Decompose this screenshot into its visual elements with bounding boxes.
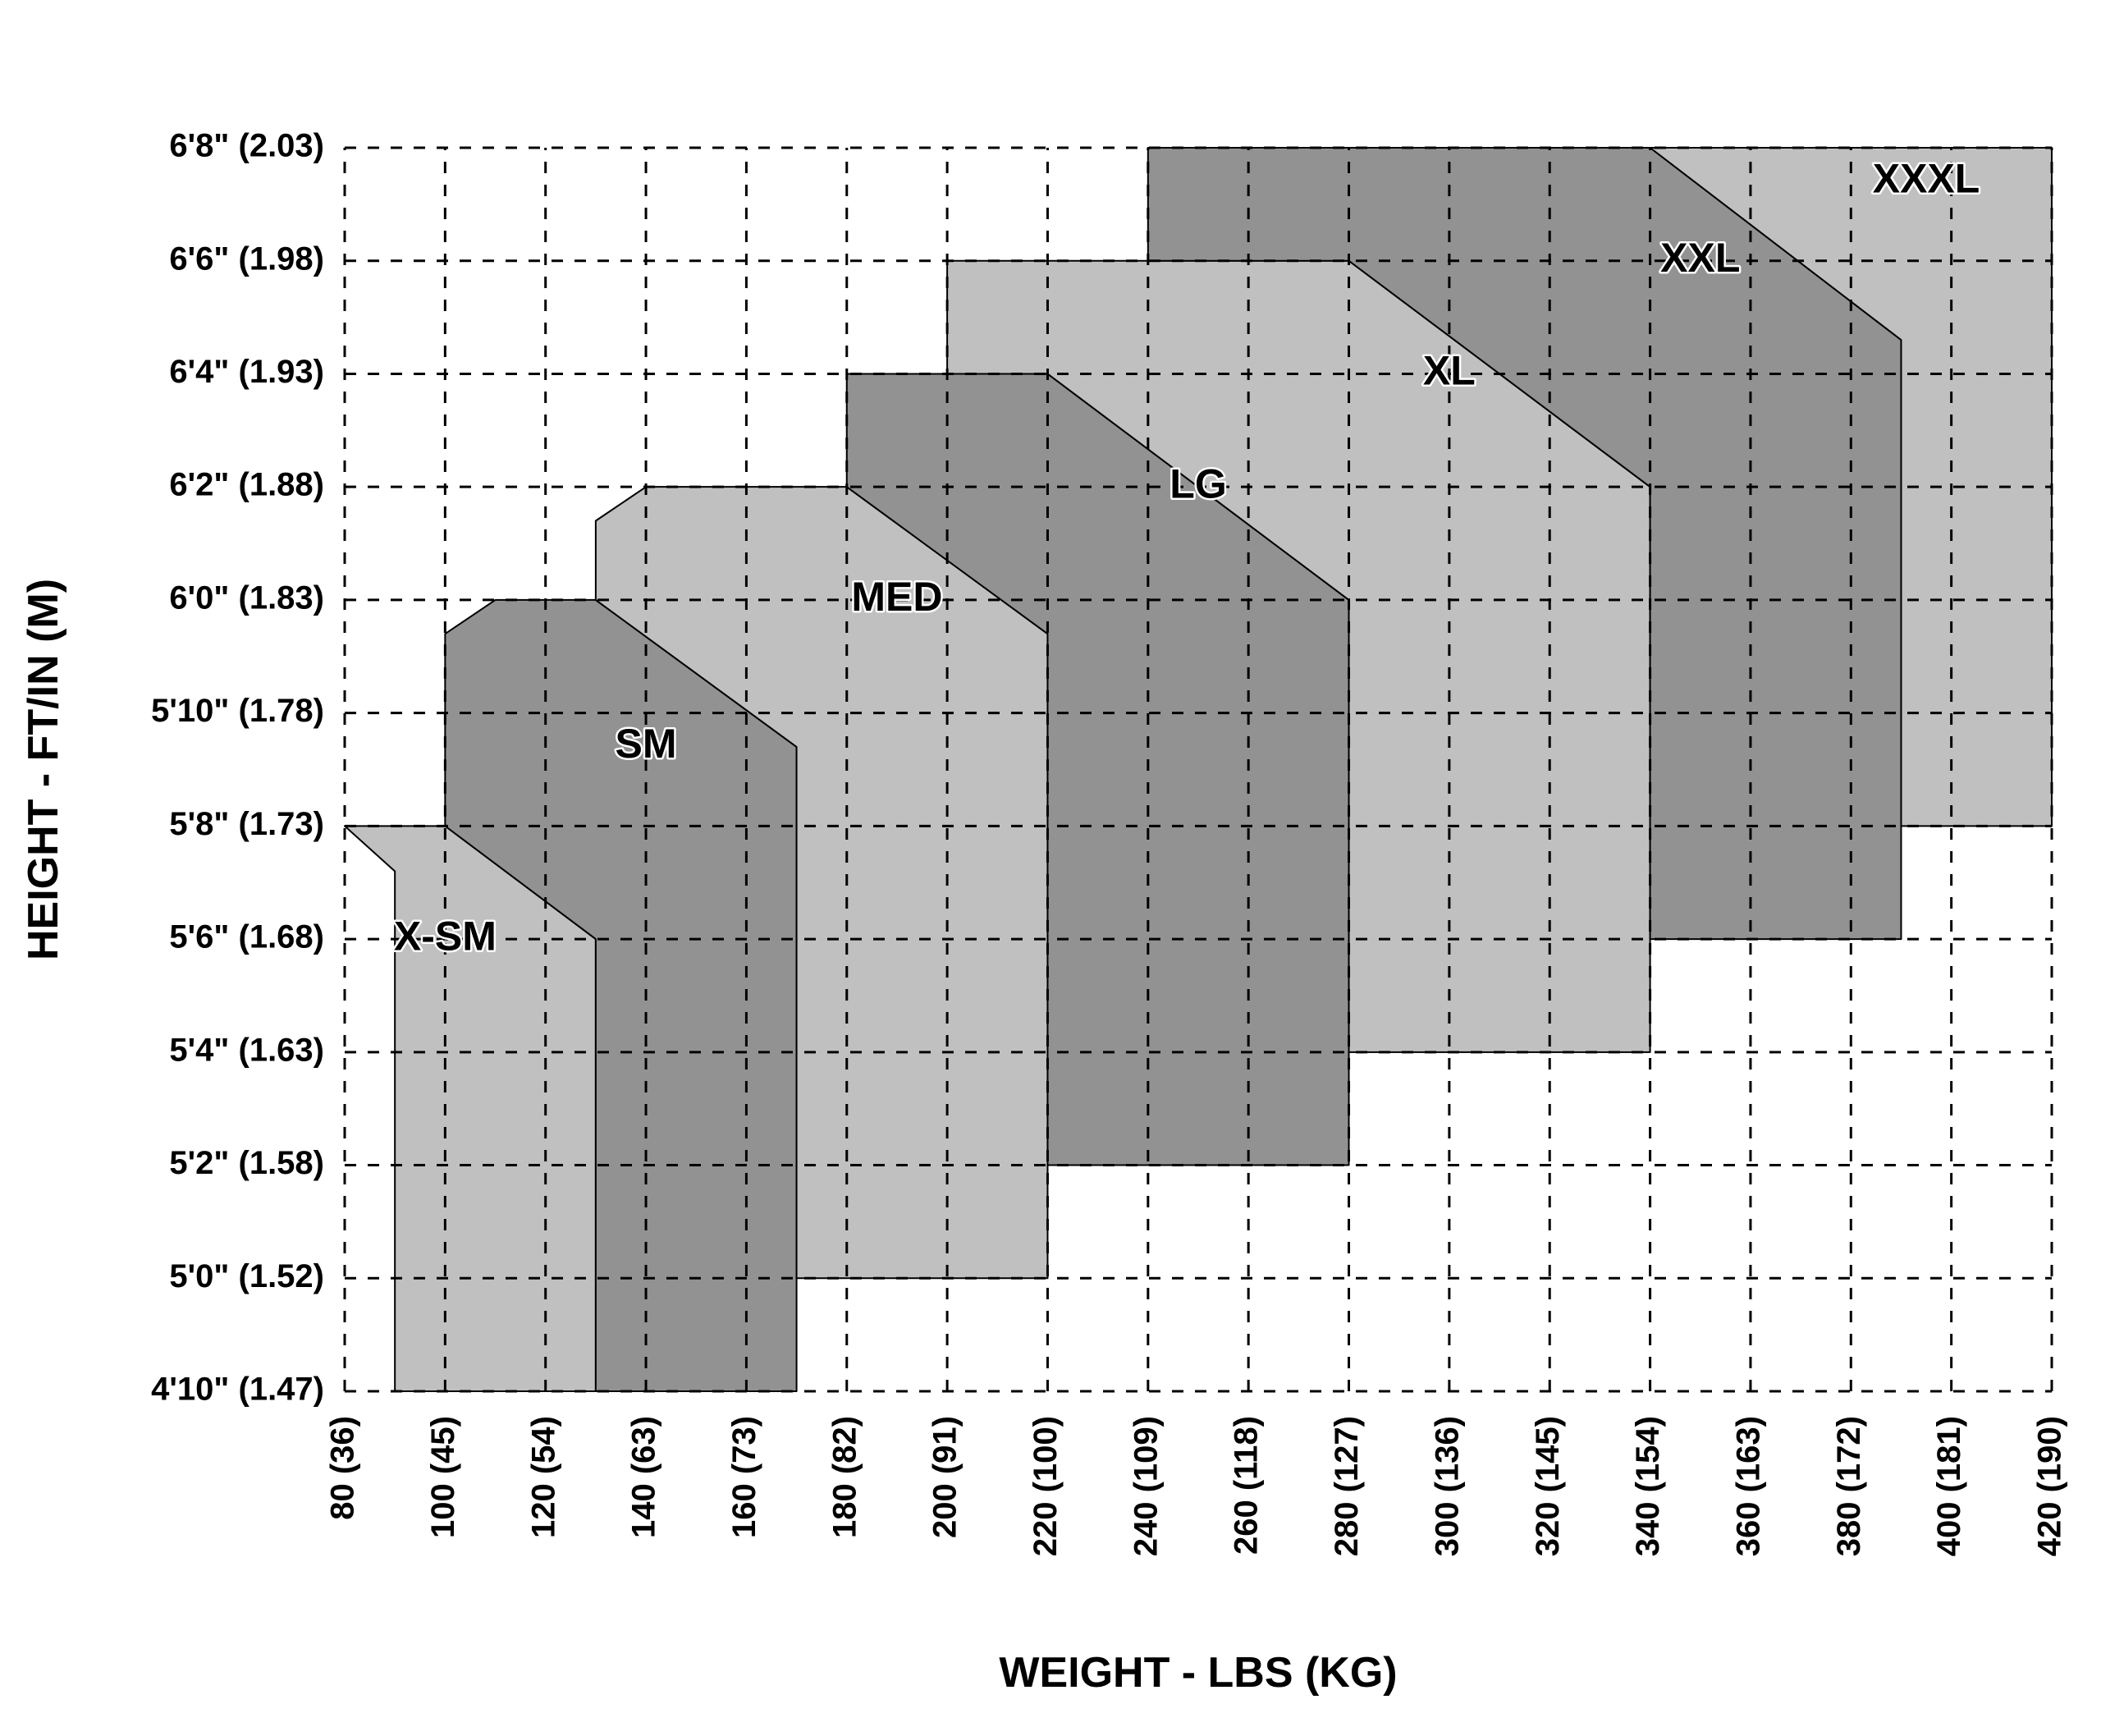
y-axis-title: HEIGHT - FT/IN (M) xyxy=(20,579,67,960)
x-tick-label: 180 (82) xyxy=(826,1416,863,1538)
x-tick-label: 140 (63) xyxy=(626,1416,662,1538)
x-tick-label: 100 (45) xyxy=(425,1416,461,1538)
zone-label-x-sm: X-SM xyxy=(394,913,497,959)
zone-label-xxxl: XXXL xyxy=(1873,156,1980,202)
x-tick-label: 80 (36) xyxy=(325,1416,361,1520)
y-tick-label: 5'0" (1.52) xyxy=(169,1258,324,1294)
size-chart-svg: 4'10" (1.47) 5'0" (1.52) 5'2" (1.58) 5'4" (… xyxy=(0,0,2101,1736)
y-tick-label: 6'8" (2.03) xyxy=(169,128,324,164)
x-tick-label: 380 (172) xyxy=(1831,1416,1867,1556)
x-tick-label: 200 (91) xyxy=(927,1416,964,1538)
x-tick-label: 420 (190) xyxy=(2032,1416,2068,1556)
zone-label-xxl: XXL xyxy=(1660,235,1740,281)
y-tick-label: 6'6" (1.98) xyxy=(169,240,324,277)
x-tick-label: 160 (73) xyxy=(726,1416,762,1538)
x-tick-label: 220 (100) xyxy=(1028,1416,1064,1556)
x-tick-label: 300 (136) xyxy=(1429,1416,1465,1556)
y-tick-label: 5'6" (1.68) xyxy=(169,919,324,955)
y-tick-label: 5'8" (1.73) xyxy=(169,806,324,842)
y-tick-label: 4'10" (1.47) xyxy=(151,1372,324,1408)
zone-label-xl: XL xyxy=(1423,348,1476,394)
zones-layer xyxy=(345,148,2052,1391)
zone-label-lg: LG xyxy=(1170,460,1226,506)
y-tick-label: 5'10" (1.78) xyxy=(151,693,324,729)
x-tick-label: 360 (163) xyxy=(1731,1416,1767,1556)
x-tick-label: 120 (54) xyxy=(525,1416,561,1538)
y-tick-label: 6'0" (1.83) xyxy=(169,579,324,616)
size-chart: { "chart": { "type": "zone-map", "backgr… xyxy=(0,0,2101,1736)
zone-label-med: MED xyxy=(851,574,942,620)
y-axis-ticks: 4'10" (1.47) 5'0" (1.52) 5'2" (1.58) 5'4" (… xyxy=(151,128,324,1408)
x-tick-label: 260 (118) xyxy=(1229,1416,1265,1555)
x-axis-ticks: 80 (36) 100 (45) 120 (54) 140 (63) 160 (73) 1… xyxy=(325,1416,2068,1556)
x-tick-label: 340 (154) xyxy=(1630,1416,1666,1556)
x-tick-label: 320 (145) xyxy=(1530,1416,1566,1556)
x-tick-label: 400 (181) xyxy=(1931,1416,1967,1556)
y-tick-label: 6'2" (1.88) xyxy=(169,467,324,503)
y-tick-label: 5'2" (1.58) xyxy=(169,1145,324,1181)
y-tick-label: 6'4" (1.93) xyxy=(169,354,324,390)
x-tick-label: 280 (127) xyxy=(1329,1416,1365,1556)
zone-label-sm: SM xyxy=(616,721,677,767)
x-axis-title: WEIGHT - LBS (KG) xyxy=(999,1649,1397,1697)
y-tick-label: 5'4" (1.63) xyxy=(169,1032,324,1068)
x-tick-label: 240 (109) xyxy=(1128,1416,1164,1556)
